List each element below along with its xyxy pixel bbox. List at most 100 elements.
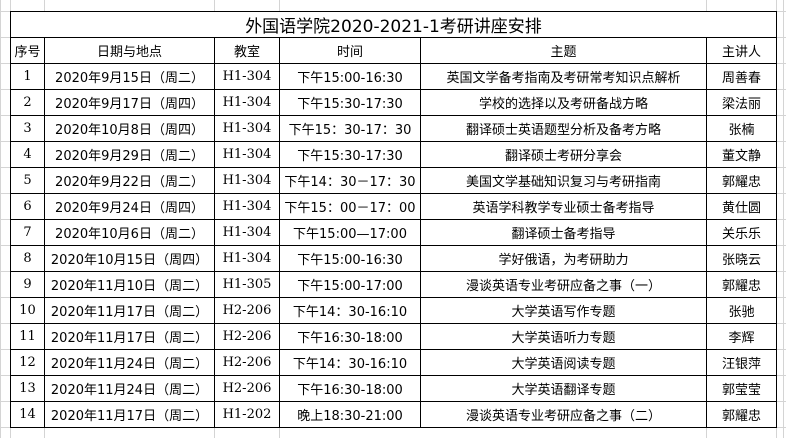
- cell-date[interactable]: 2020年9月17日（周四）: [44, 89, 215, 116]
- cell-time[interactable]: 下午15:00—17:00: [279, 219, 421, 246]
- cell-index[interactable]: 2: [10, 89, 45, 116]
- cell-time[interactable]: 下午15:00-17:00: [279, 271, 421, 298]
- cell-time[interactable]: 下午14：30-16:10: [279, 297, 421, 324]
- cell-time[interactable]: 下午14：30-16:10: [279, 349, 421, 376]
- cell-date[interactable]: 2020年9月29日（周二）: [44, 141, 215, 168]
- header-cell-room[interactable]: 教室: [214, 37, 280, 64]
- cell-speaker[interactable]: 李辉: [706, 323, 777, 350]
- lecture-schedule-table: 外国语学院2020-2021-1考研讲座安排 序号 日期与地点 教室 时间 主题…: [10, 11, 777, 428]
- cell-date[interactable]: 2020年9月24日（周四）: [44, 193, 215, 220]
- cell-index[interactable]: 13: [10, 375, 45, 402]
- cell-time[interactable]: 下午15:30-17:30: [279, 89, 421, 116]
- cell-topic[interactable]: 美国文学基础知识复习与考研指南: [420, 167, 707, 194]
- cell-date[interactable]: 2020年10月15日（周四）: [44, 245, 215, 272]
- cell-topic[interactable]: 学好俄语，为考研助力: [420, 245, 707, 272]
- cell-time[interactable]: 下午15:00-16:30: [279, 245, 421, 272]
- column-gridline: [783, 0, 784, 438]
- table-row: 12 2020年11月24日（周二） H2-206 下午14：30-16:10 大学英语…: [10, 349, 777, 376]
- cell-time[interactable]: 下午15:30-17:30: [279, 141, 421, 168]
- cell-room[interactable]: H1-304: [214, 63, 280, 90]
- cell-date[interactable]: 2020年9月15日（周二）: [44, 63, 215, 90]
- cell-topic[interactable]: 大学英语写作专题: [420, 297, 707, 324]
- cell-topic[interactable]: 漫谈英语专业考研应备之事（一）: [420, 271, 707, 298]
- cell-topic[interactable]: 漫谈英语专业考研应备之事（二）: [420, 401, 707, 428]
- cell-speaker[interactable]: 郭耀忠: [706, 271, 777, 298]
- cell-date[interactable]: 2020年11月17日（周二）: [44, 401, 215, 428]
- cell-room[interactable]: H1-304: [214, 193, 280, 220]
- cell-speaker[interactable]: 郭莹莹: [706, 375, 777, 402]
- cell-time[interactable]: 下午14：30－17：30: [279, 167, 421, 194]
- table-row: 11 2020年11月17日（周二） H2-206 下午16:30-18:00 大学英语…: [10, 323, 777, 350]
- cell-topic[interactable]: 翻译硕士英语题型分析及备考方略: [420, 115, 707, 142]
- cell-index[interactable]: 4: [10, 141, 45, 168]
- cell-date[interactable]: 2020年11月24日（周二）: [44, 349, 215, 376]
- cell-index[interactable]: 12: [10, 349, 45, 376]
- cell-date[interactable]: 2020年10月8日（周四）: [44, 115, 215, 142]
- cell-date[interactable]: 2020年11月10日（周二）: [44, 271, 215, 298]
- cell-time[interactable]: 下午16:30-18:00: [279, 323, 421, 350]
- cell-index[interactable]: 3: [10, 115, 45, 142]
- cell-topic[interactable]: 英国文学备考指南及考研常考知识点解析: [420, 63, 707, 90]
- cell-index[interactable]: 14: [10, 401, 45, 428]
- cell-index[interactable]: 5: [10, 167, 45, 194]
- table-row: 6 2020年9月24日（周四） H1-304 下午15：00－17：00 英语学科教学…: [10, 193, 777, 220]
- cell-speaker[interactable]: 董文静: [706, 141, 777, 168]
- cell-room[interactable]: H1-202: [214, 401, 280, 428]
- cell-room[interactable]: H1-304: [214, 167, 280, 194]
- table-title[interactable]: 外国语学院2020-2021-1考研讲座安排: [10, 11, 777, 38]
- cell-speaker[interactable]: 关乐乐: [706, 219, 777, 246]
- cell-room[interactable]: H1-304: [214, 89, 280, 116]
- cell-room[interactable]: H1-304: [214, 115, 280, 142]
- header-cell-time[interactable]: 时间: [279, 37, 421, 64]
- cell-speaker[interactable]: 张晓云: [706, 245, 777, 272]
- cell-speaker[interactable]: 梁法丽: [706, 89, 777, 116]
- cell-index[interactable]: 7: [10, 219, 45, 246]
- header-cell-speaker[interactable]: 主讲人: [706, 37, 777, 64]
- cell-room[interactable]: H2-206: [214, 323, 280, 350]
- cell-room[interactable]: H1-304: [214, 245, 280, 272]
- cell-topic[interactable]: 翻译硕士考研分享会: [420, 141, 707, 168]
- cell-speaker[interactable]: 周善春: [706, 63, 777, 90]
- table-row: 1 2020年9月15日（周二） H1-304 下午15:00-16:30 英国文学备考…: [10, 63, 777, 90]
- cell-room[interactable]: H1-305: [214, 271, 280, 298]
- table-row: 7 2020年10月6日（周二） H1-304 下午15:00—17:00 翻译硕士备考…: [10, 219, 777, 246]
- table-row: 5 2020年9月22日（周二） H1-304 下午14：30－17：30 美国文学基础…: [10, 167, 777, 194]
- cell-date[interactable]: 2020年11月24日（周二）: [44, 375, 215, 402]
- table-row: 13 2020年11月24日（周二） H2-206 下午16:30-18:00 大学英语…: [10, 375, 777, 402]
- cell-date[interactable]: 2020年11月17日（周二）: [44, 297, 215, 324]
- cell-speaker[interactable]: 张驰: [706, 297, 777, 324]
- cell-speaker[interactable]: 张楠: [706, 115, 777, 142]
- cell-date[interactable]: 2020年11月17日（周二）: [44, 323, 215, 350]
- cell-room[interactable]: H2-206: [214, 297, 280, 324]
- cell-index[interactable]: 9: [10, 271, 45, 298]
- header-cell-index[interactable]: 序号: [10, 37, 45, 64]
- cell-index[interactable]: 11: [10, 323, 45, 350]
- cell-time[interactable]: 下午16:30-18:00: [279, 375, 421, 402]
- cell-room[interactable]: H2-206: [214, 349, 280, 376]
- header-cell-date[interactable]: 日期与地点: [44, 37, 215, 64]
- cell-index[interactable]: 10: [10, 297, 45, 324]
- cell-topic[interactable]: 学校的选择以及考研备战方略: [420, 89, 707, 116]
- cell-room[interactable]: H1-304: [214, 141, 280, 168]
- cell-speaker[interactable]: 汪银萍: [706, 349, 777, 376]
- cell-topic[interactable]: 大学英语阅读专题: [420, 349, 707, 376]
- cell-date[interactable]: 2020年10月6日（周二）: [44, 219, 215, 246]
- cell-time[interactable]: 下午15:00-16:30: [279, 63, 421, 90]
- cell-index[interactable]: 6: [10, 193, 45, 220]
- cell-speaker[interactable]: 黄仕圆: [706, 193, 777, 220]
- cell-topic[interactable]: 大学英语听力专题: [420, 323, 707, 350]
- cell-speaker[interactable]: 郭耀忠: [706, 167, 777, 194]
- cell-time[interactable]: 下午15：00－17：00: [279, 193, 421, 220]
- cell-room[interactable]: H1-304: [214, 219, 280, 246]
- cell-time[interactable]: 晚上18:30-21:00: [279, 401, 421, 428]
- cell-index[interactable]: 8: [10, 245, 45, 272]
- cell-topic[interactable]: 大学英语翻译专题: [420, 375, 707, 402]
- cell-date[interactable]: 2020年9月22日（周二）: [44, 167, 215, 194]
- cell-time[interactable]: 下午15：30-17：30: [279, 115, 421, 142]
- cell-topic[interactable]: 英语学科教学专业硕士备考指导: [420, 193, 707, 220]
- cell-topic[interactable]: 翻译硕士备考指导: [420, 219, 707, 246]
- cell-index[interactable]: 1: [10, 63, 45, 90]
- cell-room[interactable]: H2-206: [214, 375, 280, 402]
- header-cell-topic[interactable]: 主题: [420, 37, 707, 64]
- cell-speaker[interactable]: 郭耀忠: [706, 401, 777, 428]
